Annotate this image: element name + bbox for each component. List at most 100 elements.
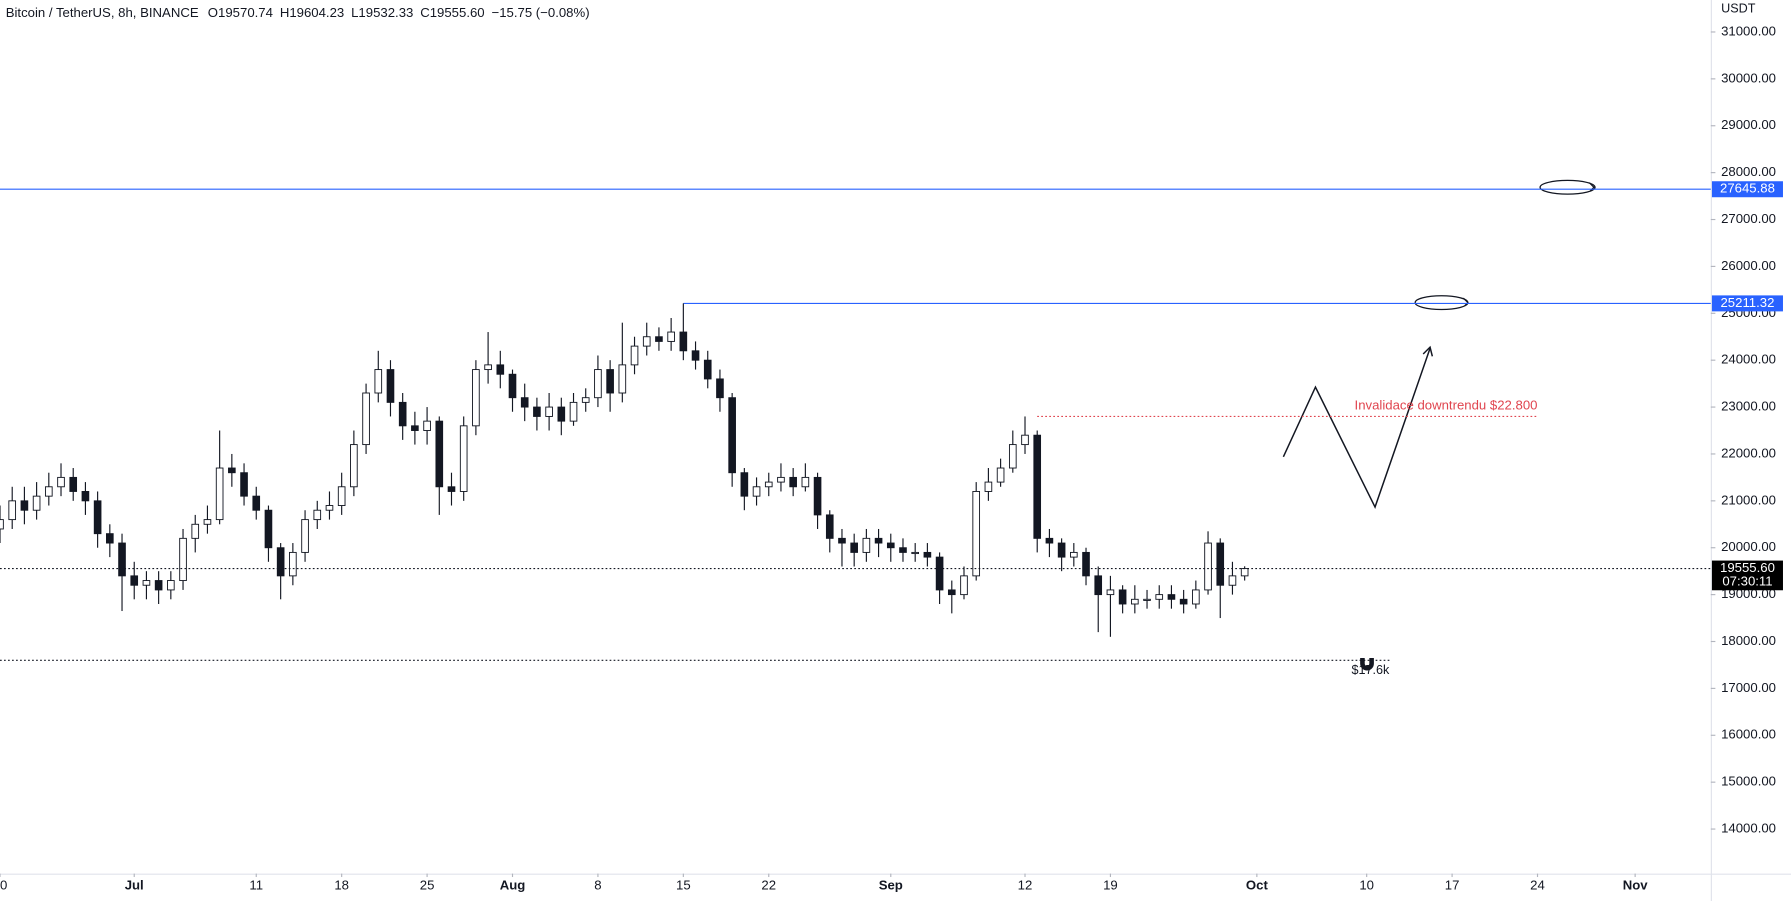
annotation-text: Invalidace downtrendu $22.800 bbox=[1355, 398, 1538, 413]
candle-body bbox=[44, 486, 53, 497]
x-tick-label: 25 bbox=[420, 878, 435, 893]
y-tick-label: 23000.00 bbox=[1721, 399, 1776, 414]
candle-body bbox=[337, 486, 346, 506]
candle-body bbox=[1167, 594, 1176, 600]
candle-body bbox=[435, 420, 444, 488]
x-tick-label: 8 bbox=[594, 878, 601, 893]
candle-body bbox=[520, 397, 529, 408]
candle-body bbox=[923, 551, 932, 558]
x-tick-label: 15 bbox=[676, 878, 691, 893]
candle-body bbox=[740, 472, 749, 497]
candle-body bbox=[240, 472, 248, 497]
candle-body bbox=[1057, 542, 1066, 558]
candle-body bbox=[69, 476, 78, 492]
x-tick-label: 24 bbox=[1530, 878, 1545, 893]
y-tick-label: 20000.00 bbox=[1721, 539, 1776, 554]
legend-text: Bitcoin / TetherUS, 8h, BINANCE bbox=[6, 5, 199, 20]
candle-body bbox=[850, 542, 858, 553]
y-axis-label: USDT bbox=[1721, 1, 1756, 15]
current-price-label: 19555.60 bbox=[1720, 560, 1775, 575]
candle-body bbox=[374, 369, 383, 394]
candle-body bbox=[764, 481, 773, 488]
candle-body bbox=[960, 575, 968, 596]
candle-body bbox=[1131, 598, 1139, 605]
price-tag-label: 27645.88 bbox=[1720, 181, 1775, 196]
candle-body bbox=[215, 467, 224, 521]
candle-body bbox=[508, 373, 517, 399]
candle-body bbox=[1070, 551, 1078, 558]
candle-body bbox=[911, 551, 920, 555]
candle-body bbox=[1033, 434, 1042, 539]
candle-body bbox=[325, 505, 334, 511]
candle-body bbox=[716, 378, 724, 399]
candle-body bbox=[533, 406, 541, 417]
y-tick-label: 22000.00 bbox=[1721, 445, 1776, 460]
x-tick-label: 10 bbox=[1359, 878, 1374, 893]
y-tick-label: 24000.00 bbox=[1721, 352, 1776, 367]
y-tick-label: 28000.00 bbox=[1721, 164, 1776, 179]
candle-body bbox=[350, 444, 358, 488]
candle-body bbox=[728, 397, 736, 474]
candle-body bbox=[301, 519, 309, 553]
candle-body bbox=[1204, 542, 1212, 591]
candle-body bbox=[581, 397, 590, 403]
y-tick-label: 21000.00 bbox=[1721, 492, 1776, 507]
candle-body bbox=[228, 467, 236, 474]
candle-body bbox=[1192, 589, 1200, 605]
arrow-head bbox=[1422, 345, 1434, 357]
candle-body bbox=[276, 547, 285, 577]
candle-body bbox=[838, 537, 846, 544]
candle-body bbox=[496, 364, 505, 375]
candle-body bbox=[789, 476, 797, 488]
candle-body bbox=[81, 491, 90, 502]
candle-body bbox=[1240, 568, 1249, 577]
candle-body bbox=[411, 425, 419, 431]
candle-body bbox=[472, 369, 480, 427]
candle-body bbox=[618, 364, 627, 394]
candle-body bbox=[1179, 598, 1188, 605]
price-tag-label: 25211.32 bbox=[1720, 295, 1774, 310]
legend-text: O19570.74 bbox=[208, 5, 273, 20]
projection-drawing bbox=[1282, 348, 1431, 509]
candle-body bbox=[752, 486, 761, 497]
candle-body bbox=[57, 476, 65, 488]
y-tick-label: 31000.00 bbox=[1721, 23, 1776, 38]
candle-body bbox=[154, 580, 163, 591]
x-tick-label: 17 bbox=[1445, 878, 1460, 893]
candle-body bbox=[996, 467, 1005, 483]
candle-body bbox=[862, 537, 871, 553]
candle-body bbox=[825, 514, 834, 539]
candle-body bbox=[703, 359, 712, 380]
candle-body bbox=[93, 500, 102, 535]
candle-body bbox=[545, 406, 553, 417]
candle-body bbox=[899, 547, 907, 553]
candle-body bbox=[569, 401, 578, 422]
x-tick-label: Oct bbox=[1246, 878, 1269, 893]
candle-body bbox=[398, 401, 407, 427]
y-tick-label: 18000.00 bbox=[1721, 633, 1776, 648]
x-tick-label: 19 bbox=[1103, 878, 1118, 893]
candle-body bbox=[801, 476, 810, 488]
candle-body bbox=[289, 551, 297, 577]
candle-body bbox=[32, 495, 41, 511]
candle-body bbox=[667, 331, 675, 342]
candle-body bbox=[557, 406, 566, 422]
candle-body bbox=[935, 556, 944, 591]
candle-body bbox=[8, 500, 17, 521]
candle-body bbox=[264, 509, 273, 549]
candle-body bbox=[423, 420, 431, 431]
y-tick-label: 30000.00 bbox=[1721, 70, 1776, 85]
candle-body bbox=[484, 364, 492, 371]
scribble bbox=[1539, 179, 1596, 195]
candle-body bbox=[203, 519, 212, 525]
candle-body bbox=[679, 331, 688, 352]
candle-body bbox=[1008, 444, 1017, 469]
price-tag bbox=[1711, 295, 1783, 312]
x-tick-label: 20 bbox=[0, 878, 7, 893]
candle-body bbox=[630, 345, 639, 366]
x-tick-label: 22 bbox=[761, 878, 776, 893]
candle-body bbox=[130, 575, 139, 586]
candle-body bbox=[1216, 542, 1225, 586]
